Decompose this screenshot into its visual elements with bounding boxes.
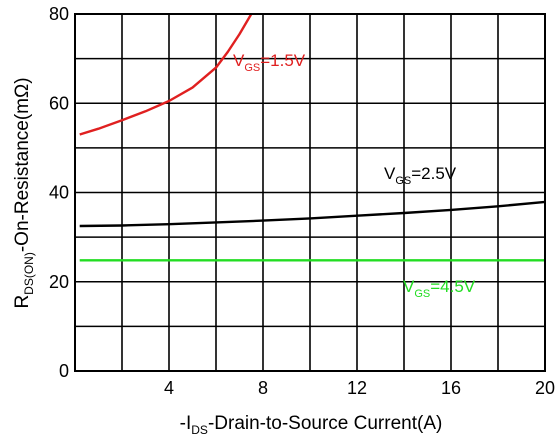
y-axis-label-sub: DS(ON) [22, 252, 36, 295]
y-tick-label: 80 [49, 4, 69, 24]
y-tick-label: 40 [49, 183, 69, 203]
x-tick-label: 16 [441, 378, 461, 398]
series-label-vgs-4-5: VGS=4.5V [403, 277, 476, 300]
series-line-0 [79, 13, 253, 136]
x-axis-label-pre: -I [180, 413, 192, 434]
x-tick-labels: 4 8 12 16 20 [164, 378, 555, 398]
y-axis-label: RDS(ON)-On-Resistance(mΩ) [12, 77, 36, 308]
x-axis-label-sub: DS [191, 423, 208, 437]
series-label-vgs-1-5-sub: GS [244, 62, 260, 74]
series-label-vgs-4-5-sub: GS [414, 288, 430, 300]
grid-lines [75, 14, 545, 371]
series-line-1 [79, 200, 546, 228]
series-label-vgs-2-5-post: =2.5V [411, 164, 457, 183]
x-tick-label: 20 [535, 378, 555, 398]
y-tick-label: 60 [49, 93, 69, 113]
series-label-vgs-2-5: VGS=2.5V [384, 164, 457, 187]
series-label-vgs-2-5-sub: GS [395, 175, 411, 187]
series-label-vgs-1-5-pre: V [233, 51, 245, 70]
series-label-vgs-1-5: VGS=1.5V [233, 51, 306, 74]
y-tick-label: 0 [59, 361, 69, 381]
x-tick-label: 12 [347, 378, 367, 398]
y-tick-labels: 0 20 40 60 80 [49, 4, 69, 381]
series-label-vgs-2-5-pre: V [384, 164, 396, 183]
y-tick-label: 20 [49, 272, 69, 292]
series-label-vgs-4-5-pre: V [403, 277, 415, 296]
plot-frame [74, 13, 546, 372]
series-lines [79, 13, 546, 262]
x-axis-label-post: -Drain-to-Source Current(A) [208, 413, 442, 434]
x-axis-label: -IDS-Drain-to-Source Current(A) [180, 413, 443, 437]
x-tick-label: 8 [258, 378, 268, 398]
y-axis-label-post: -On-Resistance(mΩ) [12, 77, 33, 252]
x-tick-label: 4 [164, 378, 174, 398]
y-axis-label-pre: R [12, 295, 33, 309]
series-label-vgs-4-5-post: =4.5V [430, 277, 476, 296]
series-label-vgs-1-5-post: =1.5V [260, 51, 306, 70]
